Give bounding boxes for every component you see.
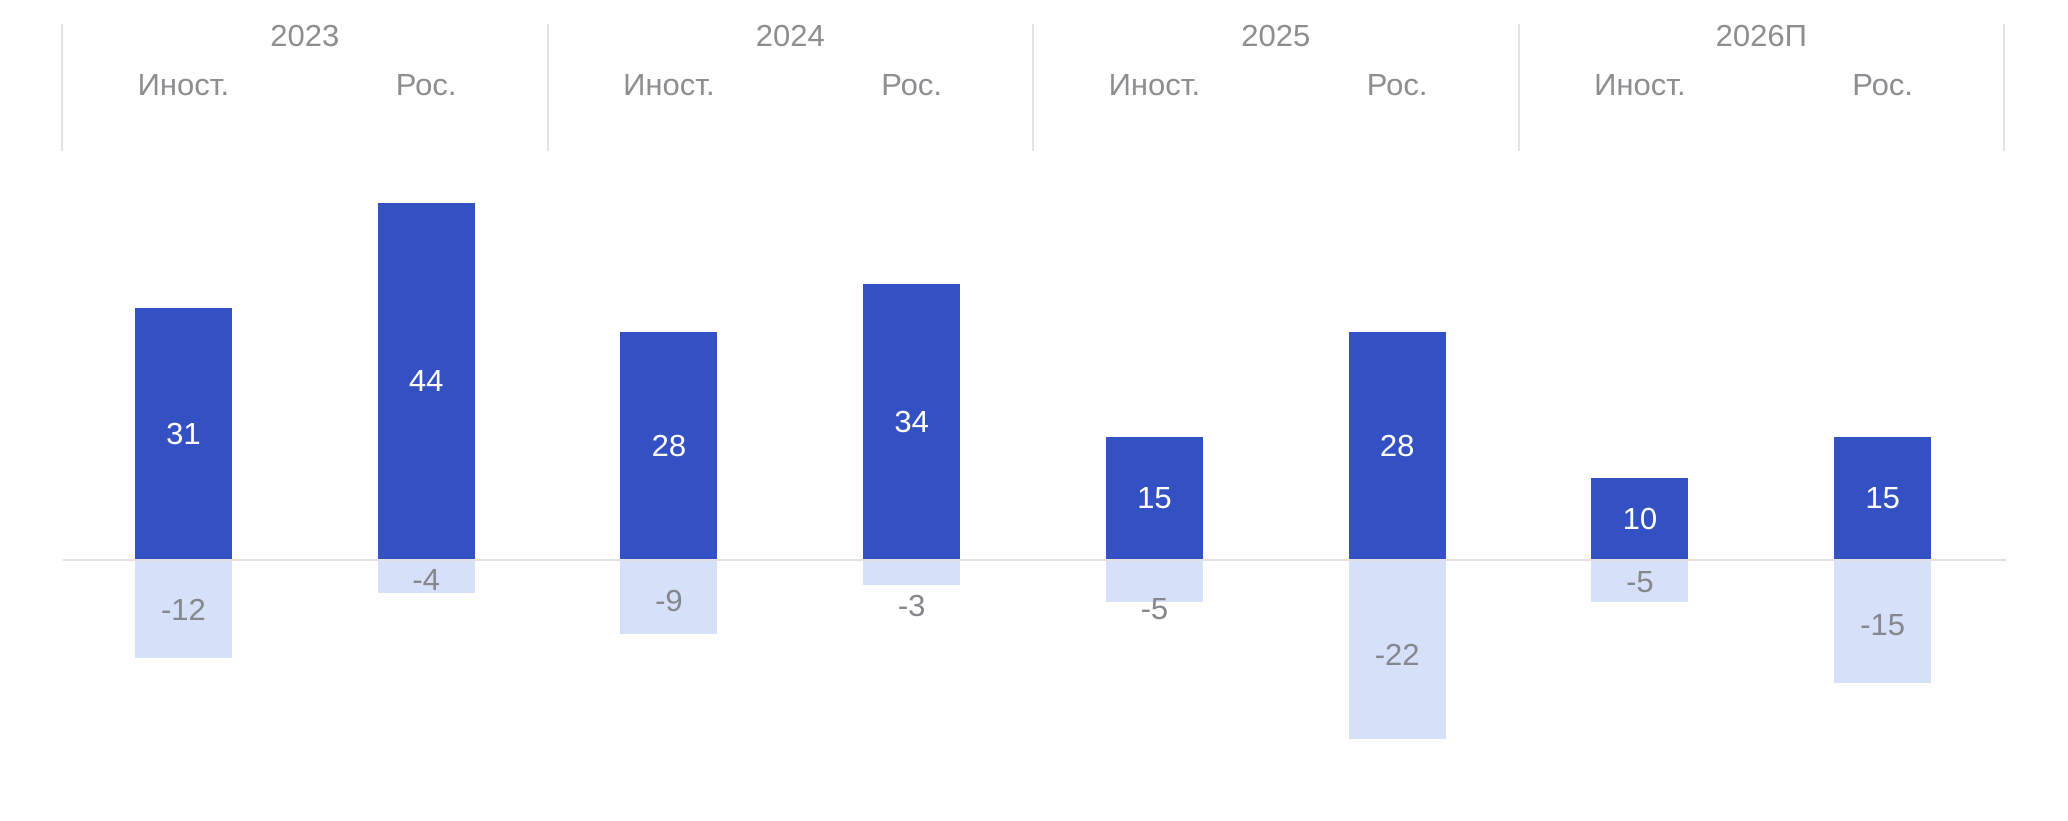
year-label: 2024: [755, 18, 825, 53]
year-label: 2026П: [1715, 18, 1807, 53]
positive-value-label: 31: [166, 415, 201, 451]
negative-value-label: -9: [655, 583, 683, 618]
year-label: 2025: [1241, 18, 1311, 53]
series-label: Рос.: [395, 67, 457, 102]
negative-bar: [620, 561, 718, 634]
positive-value-label: 34: [894, 403, 929, 439]
positive-bar: 15: [1105, 437, 1203, 559]
group-divider: [546, 24, 549, 151]
zero-axis-line: [63, 559, 2006, 561]
negative-bar: [134, 561, 232, 658]
series-label: Иност.: [1594, 67, 1686, 102]
negative-value-label: -5: [1140, 591, 1169, 626]
series-label: Рос.: [881, 67, 942, 102]
series-label: Иност.: [1108, 67, 1201, 102]
series-label: Иност.: [623, 67, 715, 102]
negative-value-label: -12: [160, 592, 206, 627]
positive-value-label: 10: [1622, 500, 1658, 536]
negative-bar: [1348, 561, 1446, 739]
negative-bar: [1591, 561, 1689, 602]
positive-value-label: 28: [651, 427, 687, 463]
positive-bar: 31: [134, 308, 232, 559]
positive-value-label: 44: [408, 363, 444, 398]
positive-value-label: 28: [1379, 427, 1415, 463]
negative-value-label: -22: [1374, 637, 1420, 672]
negative-bar: [1834, 561, 1932, 683]
group-divider: [1517, 24, 1520, 151]
year-label: 2023: [270, 18, 340, 53]
positive-bar: 34: [863, 284, 961, 559]
series-label: Рос.: [1852, 67, 1913, 102]
positive-value-label: 15: [1137, 480, 1172, 515]
series-label: Иност.: [137, 67, 230, 102]
positive-bar: 10: [1591, 478, 1689, 559]
positive-bar: 28: [1348, 332, 1446, 559]
negative-bar: [1105, 561, 1203, 602]
group-divider: [61, 24, 63, 151]
group-divider: [1032, 24, 1034, 151]
negative-value-label: -15: [1860, 607, 1906, 642]
positive-bar: 44: [377, 203, 475, 559]
group-divider: [2003, 24, 2005, 151]
positive-bar: 15: [1834, 437, 1932, 559]
negative-bar: [377, 561, 475, 593]
negative-bar: [863, 561, 961, 585]
negative-value-label: -5: [1626, 564, 1654, 599]
negative-value-label: -4: [412, 562, 440, 597]
negative-value-label: -3: [897, 588, 926, 623]
series-label: Рос.: [1366, 67, 1428, 102]
positive-value-label: 15: [1865, 480, 1900, 515]
positive-bar: 28: [620, 332, 718, 559]
